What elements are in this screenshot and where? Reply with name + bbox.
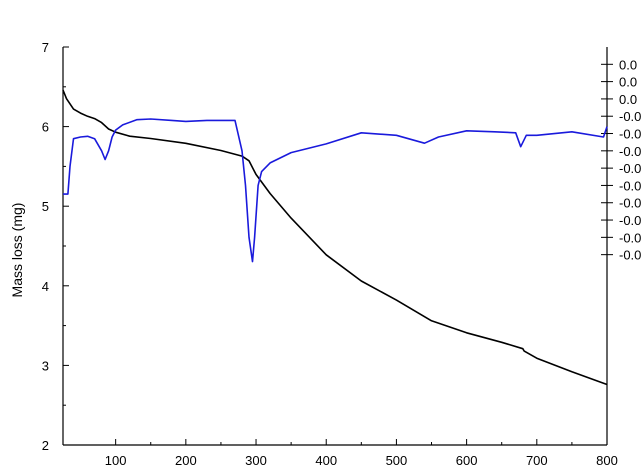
y-tick-label: 3	[42, 358, 49, 373]
y-tick-label: 4	[42, 279, 49, 294]
y2-tick-label: -0.0	[619, 248, 641, 263]
y2-tick-label: 0.0	[619, 57, 637, 72]
y-axis-ticks: 2 3 4 5 6 7	[42, 40, 69, 453]
y-axis-label: Mass loss (mg)	[9, 203, 25, 298]
x-tick-label: 400	[315, 453, 337, 468]
plot-series	[62, 89, 608, 386]
x-tick-label: 800	[596, 453, 618, 468]
x-tick-label: 300	[245, 453, 267, 468]
y2-tick-label: -0.0	[619, 178, 641, 193]
axes-frame	[62, 47, 608, 446]
y2-axis-ticks: 0.0 0.0 0.0 -0.0 -0.0 -0.0 -0.0 -0.0 -0.0 -0.0 -0.…	[601, 57, 641, 263]
x-tick-label: 100	[105, 453, 127, 468]
y2-tick-label: -0.0	[619, 230, 641, 245]
x-tick-label: 500	[386, 453, 408, 468]
x-axis-ticks: 100 200 300 400 500 600 700 800	[105, 439, 618, 468]
y2-tick-label: -0.0	[619, 127, 641, 142]
y2-tick-label: 0.0	[619, 92, 637, 107]
y2-tick-label: -0.0	[619, 144, 641, 159]
y-tick-label: 5	[42, 199, 49, 214]
series-line-mass-loss	[62, 89, 608, 386]
x-tick-label: 600	[456, 453, 478, 468]
y2-tick-label: -0.0	[619, 213, 641, 228]
series-line-derivative	[63, 118, 608, 263]
x-tick-label: 700	[526, 453, 548, 468]
y2-tick-label: -0.0	[619, 109, 641, 124]
y-tick-label: 6	[42, 120, 49, 135]
y-tick-label: 7	[42, 40, 49, 55]
x-tick-label: 200	[175, 453, 197, 468]
y-tick-label: 2	[42, 438, 49, 453]
y2-tick-label: -0.0	[619, 161, 641, 176]
y2-tick-label: 0.0	[619, 75, 637, 90]
y2-tick-label: -0.0	[619, 196, 641, 211]
